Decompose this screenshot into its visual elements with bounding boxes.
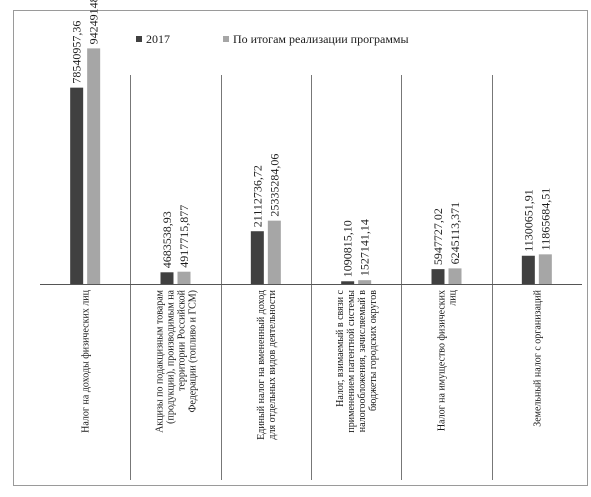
category-label-line: Налог на имущество физических [437, 290, 448, 431]
category-label-line: для отдельных видов деятельности [267, 289, 278, 439]
legend-label-1: По итогам реализации программы [233, 32, 409, 46]
value-label-0-1: 94249148,83 [87, 0, 101, 44]
category-label-5: Земельный налог с организаций [532, 289, 543, 426]
bar-0-1 [87, 48, 101, 284]
bar-3-0 [341, 281, 355, 284]
bar-2-1 [267, 220, 281, 284]
value-label-5-1: 11865684,51 [538, 188, 552, 251]
bar-2-0 [250, 231, 264, 284]
value-label-3-0: 1090815,10 [341, 220, 355, 277]
category-label-line: территории Российской [177, 289, 188, 391]
category-label-line: применением патентной системы [346, 290, 357, 433]
value-label-3-1: 1527141,14 [358, 219, 372, 276]
value-label-4-1: 6245113,371 [448, 202, 462, 265]
category-label-line: Единый налог на вмененный доход [256, 290, 267, 440]
category-labels: Налог на доходы физических лиц Акцизы по … [81, 289, 544, 440]
bar-4-0 [431, 269, 445, 284]
value-label-4-0: 5947727,02 [431, 208, 445, 265]
category-label-3: Налог, взимаемый в связи с применением па… [335, 289, 379, 432]
legend: 2017 По итогам реализации программы [136, 32, 409, 46]
category-dividers [130, 75, 493, 480]
bar-1-1 [177, 271, 191, 284]
bars [70, 48, 552, 284]
value-label-2-1: 25335284,06 [267, 154, 281, 217]
category-label-line: Федерации (топливо и ГСМ) [188, 290, 199, 413]
category-label-line: бюджеты городских округов [368, 290, 379, 411]
value-label-1-1: 4917715,877 [177, 205, 191, 268]
bar-5-1 [538, 254, 552, 284]
bar-5-0 [521, 255, 535, 284]
category-label-1: Акцизы по подакцизным товарам (продукции)… [155, 289, 199, 433]
bar-1-0 [160, 272, 174, 284]
bar-4-1 [448, 268, 462, 284]
value-label-1-0: 4683538,93 [160, 211, 174, 268]
category-label-0: Налог на доходы физических лиц [81, 289, 92, 432]
legend-swatch-1 [223, 36, 229, 42]
value-label-2-0: 21112736,72 [250, 165, 264, 227]
value-label-5-0: 11300651,91 [521, 189, 535, 252]
legend-label-0: 2017 [146, 32, 170, 46]
value-label-0-0: 78540957,36 [70, 21, 84, 84]
category-label-2: Единый налог на вмененный доход для отдел… [256, 289, 278, 440]
chart-frame [13, 10, 588, 486]
legend-swatch-0 [136, 36, 142, 42]
bar-3-1 [358, 280, 372, 284]
bar-0-0 [70, 87, 84, 284]
category-label-line: Налог, взимаемый в связи с [335, 289, 346, 406]
category-label-4: Налог на имущество физических лиц [437, 289, 459, 431]
category-label-line: Акцизы по подакцизным товарам [155, 289, 166, 433]
category-label-line: Земельный налог с организаций [532, 289, 543, 426]
category-label-line: (продукции), производимым на [166, 289, 177, 423]
category-label-line: налогообложения, зачисляемый в [357, 290, 368, 433]
category-label-line: Налог на доходы физических лиц [81, 289, 92, 432]
category-label-line: лиц [448, 289, 459, 305]
